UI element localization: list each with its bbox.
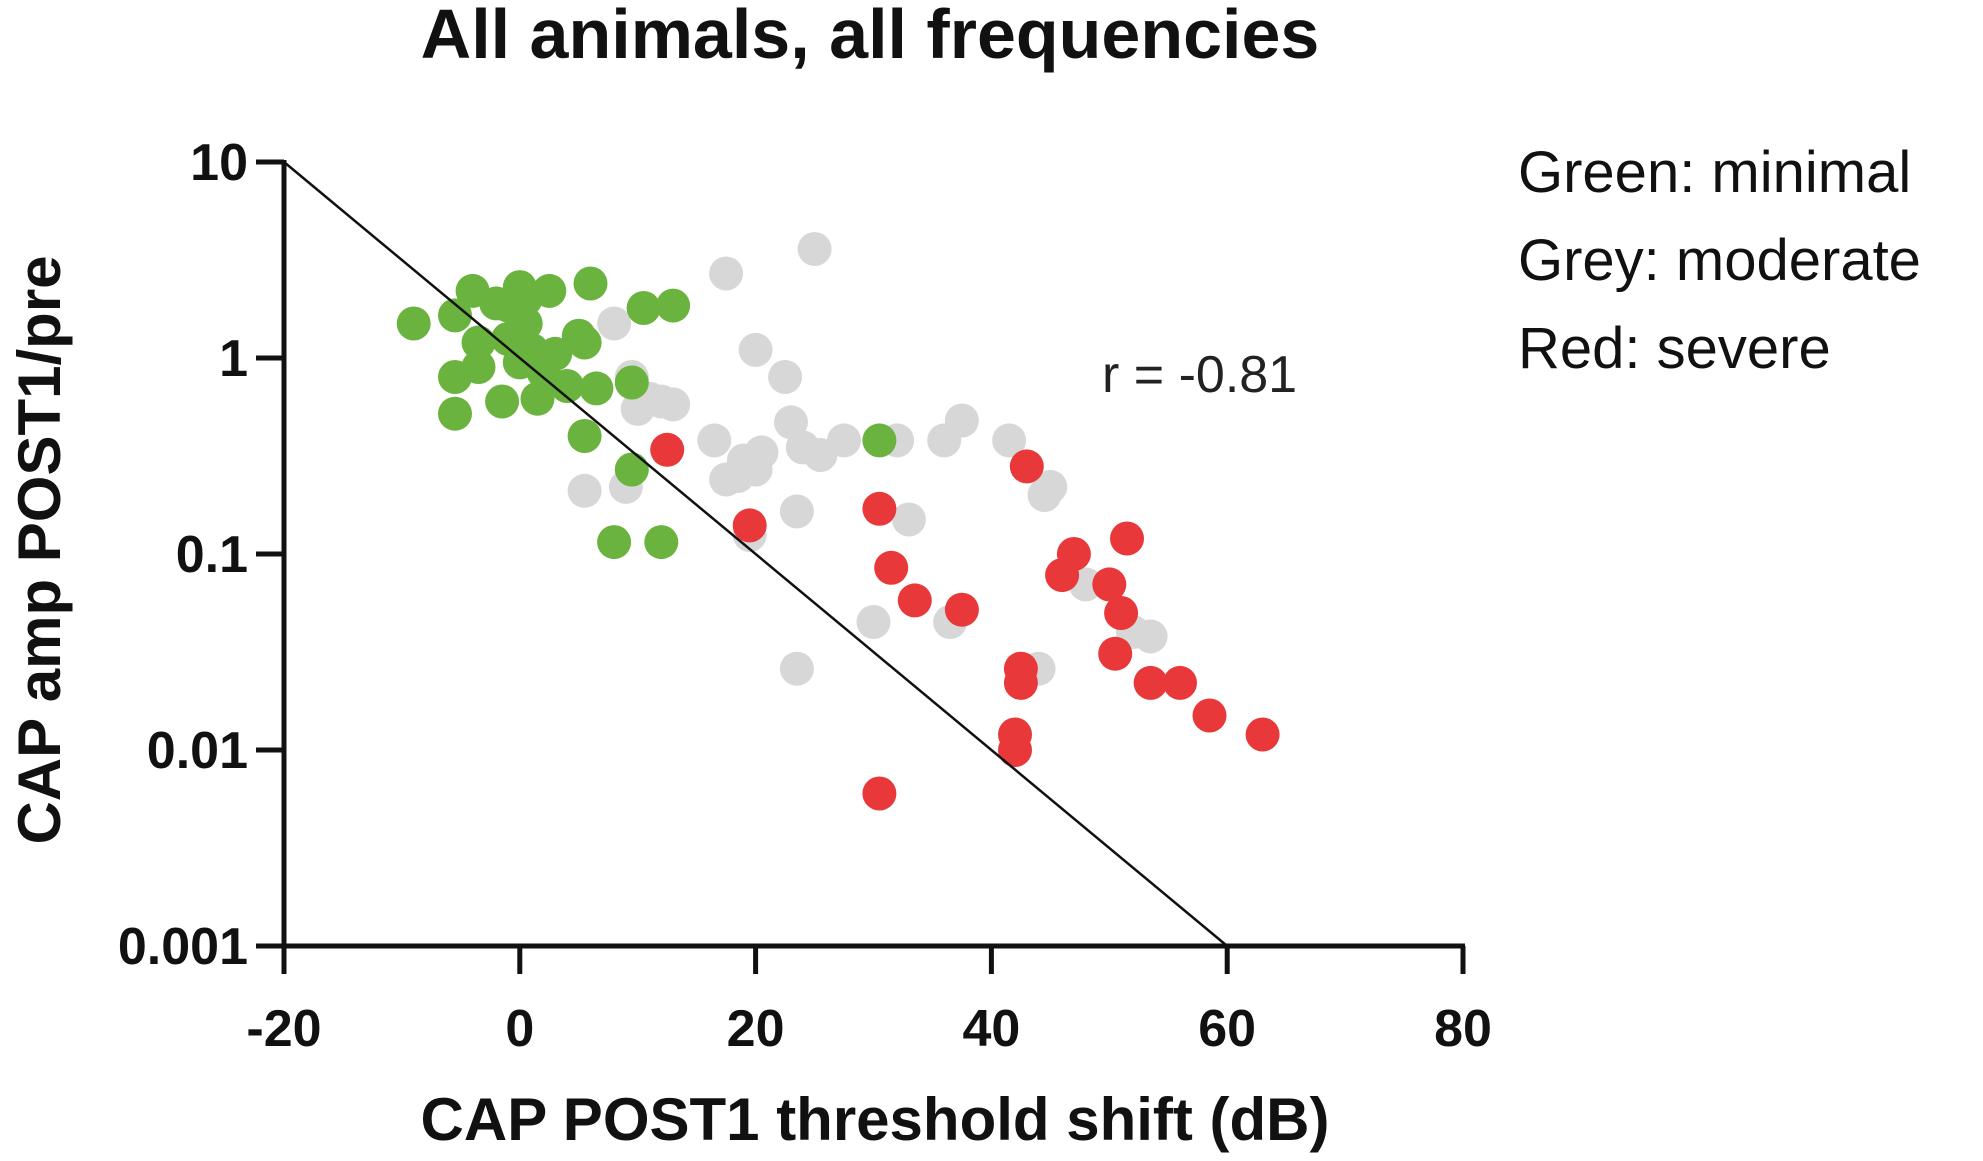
data-point-grey — [768, 360, 803, 394]
axes — [256, 159, 1466, 974]
data-point-green — [644, 525, 679, 560]
x-tick-label: 60 — [1198, 1000, 1256, 1058]
data-point-red — [650, 432, 685, 467]
chart-title: All animals, all frequencies — [421, 0, 1320, 73]
data-point-green — [438, 396, 472, 431]
y-axis-label-group: CAP amp POST1/pre — [6, 255, 73, 844]
data-point-red — [1192, 698, 1227, 733]
data-point-green — [656, 288, 691, 323]
data-point-green — [614, 452, 649, 487]
legend-item-green: Green: minimal — [1518, 140, 1911, 205]
data-point-green — [438, 298, 472, 333]
data-point-green — [520, 381, 555, 416]
legend-item-red: Red: severe — [1518, 316, 1831, 381]
data-point-grey — [856, 605, 891, 639]
data-point-red — [1104, 596, 1139, 630]
data-point-grey — [797, 232, 832, 266]
data-point-red — [862, 776, 897, 811]
series-green — [396, 266, 897, 560]
y-tick-label: 1 — [219, 330, 248, 388]
data-point-grey — [738, 452, 773, 487]
data-point-grey — [597, 306, 632, 341]
data-point-grey — [944, 403, 979, 438]
x-axis-label: CAP POST1 threshold shift (dB) — [421, 1086, 1330, 1153]
data-point-green — [461, 350, 496, 384]
x-tick-label: 0 — [505, 1000, 534, 1058]
data-point-red — [1003, 665, 1038, 700]
x-tick-label: 80 — [1434, 1000, 1492, 1058]
data-point-red — [944, 592, 979, 627]
x-tick-label: -20 — [246, 1000, 321, 1058]
data-point-green — [461, 325, 496, 360]
data-point-grey — [827, 423, 861, 458]
data-point-grey — [891, 502, 926, 537]
data-point-red — [732, 508, 767, 543]
reference-line — [283, 161, 1228, 947]
y-tick-label: 0.1 — [176, 526, 248, 584]
data-point-red — [1009, 449, 1044, 484]
x-tick-label: 40 — [962, 1000, 1020, 1058]
y-axis-label: CAP amp POST1/pre — [6, 255, 73, 844]
y-tick-label: 0.01 — [147, 722, 248, 780]
series-red — [650, 432, 1280, 811]
x-tick-label: 20 — [727, 1000, 785, 1058]
correlation-annotation: r = -0.81 — [1102, 346, 1297, 404]
data-point-green — [532, 273, 567, 308]
data-point-red — [1163, 665, 1197, 700]
data-point-green — [485, 384, 520, 419]
data-point-grey — [1033, 469, 1068, 504]
data-point-red — [1045, 558, 1080, 593]
reference-line-group — [283, 161, 1228, 947]
data-point-red — [862, 491, 897, 526]
data-point-red — [874, 550, 909, 585]
data-point-green — [396, 306, 431, 341]
data-point-red — [1245, 717, 1280, 752]
data-point-green — [567, 325, 602, 360]
tick-labels: -20 0 20 40 60 80 0.001 0.01 0.1 1 10 — [118, 134, 1492, 1058]
y-tick-label: 10 — [190, 134, 248, 192]
data-point-red — [1110, 521, 1144, 556]
data-point-grey — [1133, 619, 1168, 654]
data-point-red — [1092, 567, 1127, 602]
legend: Green: minimal Grey: moderate Red: sever… — [1518, 140, 1921, 381]
data-point-red — [998, 733, 1032, 767]
data-point-green — [626, 291, 661, 325]
data-point-red — [1133, 665, 1168, 700]
data-point-red — [897, 583, 932, 618]
data-point-grey — [709, 256, 744, 291]
data-point-green — [508, 306, 543, 341]
data-point-grey — [709, 462, 744, 497]
data-point-grey — [697, 423, 732, 458]
data-point-green — [579, 371, 614, 406]
data-points — [396, 232, 1280, 811]
data-point-grey — [567, 473, 602, 508]
y-tick-label: 0.001 — [118, 918, 248, 976]
data-point-green — [567, 419, 602, 453]
data-point-green — [614, 365, 649, 400]
legend-item-grey: Grey: moderate — [1518, 228, 1921, 293]
data-point-grey — [992, 423, 1027, 458]
data-point-green — [573, 266, 608, 301]
data-point-green — [550, 369, 584, 403]
data-point-grey — [738, 332, 773, 367]
data-point-red — [1098, 636, 1133, 671]
data-point-grey — [779, 494, 814, 529]
data-point-green — [862, 423, 897, 458]
data-point-green — [597, 525, 632, 560]
data-point-grey — [779, 651, 814, 686]
